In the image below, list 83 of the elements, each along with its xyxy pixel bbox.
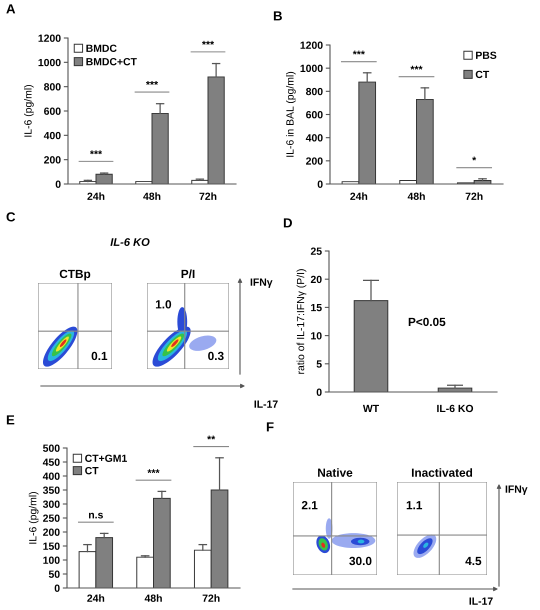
text: 4.5: [465, 556, 482, 566]
text: C: [6, 212, 16, 222]
x-tick-label: 48h: [143, 192, 160, 200]
y-tick-label: 400: [42, 472, 60, 480]
legend-label: BMDC: [86, 44, 117, 52]
x-tick-label: 72h: [466, 192, 482, 200]
y-tick-label: 200: [306, 157, 323, 165]
annotation: *: [472, 156, 476, 161]
text: 2.1: [302, 500, 318, 510]
text: IFNγ: [250, 278, 273, 288]
y-tick-label: 150: [43, 542, 60, 550]
y-tick-label: 50: [48, 570, 60, 578]
legend-label: PBS: [476, 52, 496, 59]
x-tick-label: 24h: [87, 594, 104, 602]
text: IL-17: [470, 598, 493, 605]
y-tick-label: 350: [42, 486, 60, 494]
text: IL-17: [254, 400, 278, 408]
x-tick-label: 24h: [87, 192, 104, 200]
text: 1.0: [156, 300, 172, 309]
chart-title: A: [6, 4, 16, 14]
text: IFNγ: [506, 486, 528, 495]
x-tick-label: 72h: [199, 192, 216, 200]
y-tick-label: 5: [316, 360, 322, 368]
annotation: P<0.05: [408, 318, 446, 326]
y-tick-label: 200: [44, 156, 61, 164]
y-tick-label: 10: [311, 332, 322, 340]
chart-title: B: [274, 11, 282, 20]
text: 0.3: [208, 352, 224, 360]
x-tick-label: 24h: [350, 192, 368, 200]
legend-label: CT: [85, 466, 98, 474]
y-tick-label: 20: [310, 276, 322, 284]
text: 1.1: [406, 501, 422, 510]
y-tick-label: 15: [311, 304, 322, 312]
legend-label: BMDC+CT: [86, 58, 137, 66]
y-tick-label: 0: [54, 584, 60, 592]
y-tick-label: 0: [318, 180, 323, 188]
annotation: ***: [202, 40, 214, 45]
y-tick-label: 0: [56, 180, 61, 188]
annotation: ***: [90, 150, 102, 154]
y-tick-label: 200: [43, 528, 60, 536]
x-tick-label: WT: [362, 404, 379, 412]
y-tick-label: 400: [306, 134, 323, 142]
y-axis-title: ratio of IL-17:IFNγ (P/I): [296, 269, 306, 374]
x-tick-label: 48h: [408, 192, 425, 200]
annotation: ***: [352, 50, 365, 55]
chart-title: E: [6, 415, 14, 424]
chart-title: D: [284, 218, 292, 228]
y-tick-label: 400: [44, 132, 61, 140]
y-tick-label: 0: [316, 388, 322, 396]
y-tick-label: 1200: [38, 34, 61, 42]
x-tick-label: 72h: [202, 594, 220, 602]
y-tick-label: 25: [310, 248, 322, 255]
y-tick-label: 300: [42, 500, 60, 508]
y-tick-label: 1200: [300, 42, 323, 49]
y-axis-title: IL-6 (pg/ml): [28, 492, 39, 544]
annotation: ***: [147, 469, 160, 474]
y-tick-label: 450: [42, 458, 60, 466]
text: IL-6 KO: [110, 238, 150, 246]
y-tick-label: 600: [44, 108, 61, 115]
text: P/I: [182, 269, 194, 278]
x-tick-label: 48h: [144, 594, 162, 602]
y-tick-label: 1000: [300, 64, 323, 72]
y-tick-label: 800: [44, 83, 61, 91]
text: 30.0: [349, 556, 372, 566]
text: 0.1: [92, 352, 108, 360]
annotation: ***: [410, 66, 423, 70]
text: Inactivated: [412, 468, 472, 477]
text: Native: [318, 468, 352, 477]
y-axis-title: IL-6 in BAL (pg/ml): [286, 72, 296, 157]
legend-label: CT+GM1: [85, 454, 127, 462]
y-tick-label: 250: [43, 514, 60, 522]
y-tick-label: 500: [43, 444, 60, 452]
annotation: n.s: [88, 512, 103, 518]
legend-label: CT: [476, 70, 490, 78]
y-tick-label: 800: [306, 88, 323, 96]
y-axis-title: IL-6 (pg/ml): [24, 85, 34, 137]
y-tick-label: 1000: [38, 58, 61, 66]
annotation: ***: [146, 81, 158, 85]
text: CTBp: [60, 270, 90, 280]
y-tick-label: 600: [306, 111, 323, 118]
y-tick-label: 100: [43, 556, 60, 564]
text: **: [207, 436, 216, 440]
text: F: [266, 422, 274, 432]
